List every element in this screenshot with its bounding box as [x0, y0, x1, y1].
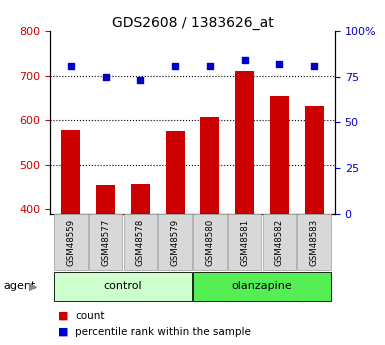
Bar [166, 131, 185, 214]
Bar [305, 106, 324, 214]
Text: agent: agent [4, 282, 36, 291]
Bar [200, 117, 219, 214]
Text: ▶: ▶ [29, 282, 37, 291]
FancyBboxPatch shape [263, 215, 296, 270]
FancyBboxPatch shape [159, 215, 192, 270]
Point [137, 78, 144, 83]
Text: olanzapine: olanzapine [232, 282, 292, 291]
Text: control: control [104, 282, 142, 291]
FancyBboxPatch shape [54, 215, 87, 270]
Text: GSM48582: GSM48582 [275, 219, 284, 266]
Bar [235, 71, 254, 214]
Text: GSM48583: GSM48583 [310, 219, 319, 266]
Text: GSM48579: GSM48579 [171, 219, 180, 266]
FancyBboxPatch shape [193, 215, 226, 270]
Bar [96, 185, 115, 214]
Point [276, 61, 283, 67]
FancyBboxPatch shape [124, 215, 157, 270]
FancyBboxPatch shape [54, 272, 192, 300]
Text: count: count [75, 311, 105, 321]
Point [241, 58, 248, 63]
Point [172, 63, 178, 69]
FancyBboxPatch shape [193, 272, 331, 300]
Point [207, 63, 213, 69]
Text: GSM48580: GSM48580 [205, 219, 214, 266]
Text: GSM48578: GSM48578 [136, 219, 145, 266]
Point [68, 63, 74, 69]
Title: GDS2608 / 1383626_at: GDS2608 / 1383626_at [112, 16, 273, 30]
Bar [131, 184, 150, 214]
Text: GSM48577: GSM48577 [101, 219, 110, 266]
FancyBboxPatch shape [298, 215, 331, 270]
Point [102, 74, 109, 79]
Bar [270, 96, 289, 214]
Text: ■: ■ [58, 311, 68, 321]
Text: GSM48581: GSM48581 [240, 219, 249, 266]
FancyBboxPatch shape [228, 215, 261, 270]
Point [311, 63, 317, 69]
FancyBboxPatch shape [89, 215, 122, 270]
Text: ■: ■ [58, 327, 68, 337]
Text: percentile rank within the sample: percentile rank within the sample [75, 327, 251, 337]
Text: GSM48559: GSM48559 [66, 219, 75, 266]
Bar [61, 130, 80, 214]
